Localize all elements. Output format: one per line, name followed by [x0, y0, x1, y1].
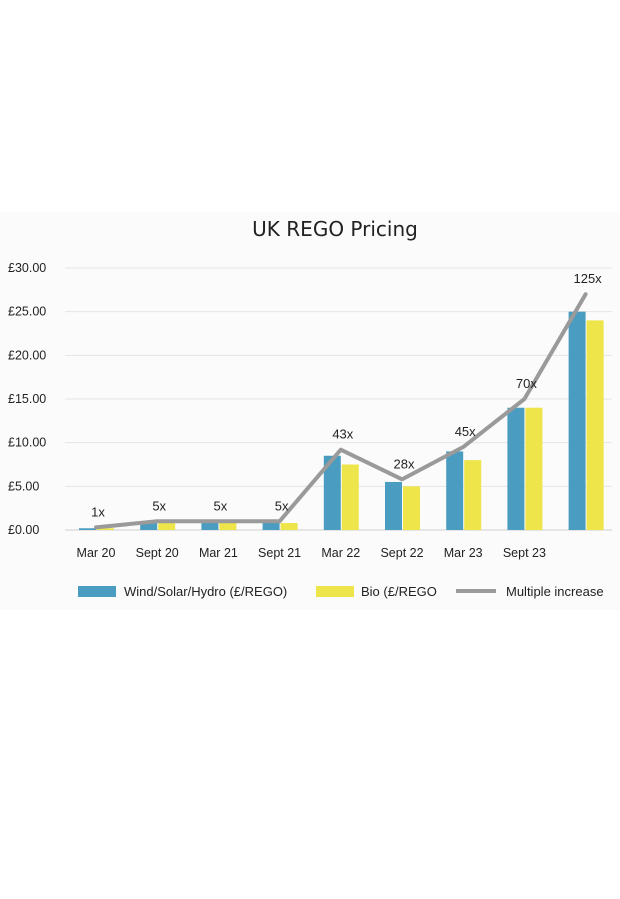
bar-wind-solar-hydro: [507, 407, 525, 530]
x-tick-label: Mar 22: [321, 546, 360, 560]
legend-label-wind-solar-hydro: Wind/Solar/Hydro (£/REGO): [124, 584, 287, 599]
bar-wind-solar-hydro: [262, 521, 280, 530]
multiple-label: 1x: [91, 504, 105, 519]
x-tick-label: Mar 23: [444, 546, 483, 560]
multiple-label: 43x: [332, 427, 353, 442]
bar-wind-solar-hydro: [201, 521, 219, 530]
bar-bio: [586, 320, 604, 530]
chart-title: UK REGO Pricing: [252, 217, 418, 241]
bar-bio: [280, 523, 298, 530]
y-tick-label: £15.00: [8, 392, 46, 406]
multiple-label: 28x: [394, 456, 415, 471]
multiple-label: 125x: [573, 271, 602, 286]
legend: Wind/Solar/Hydro (£/REGO) Bio (£/REGO Mu…: [78, 584, 604, 599]
legend-swatch-multiple-increase: [456, 589, 496, 593]
bar-bio: [341, 464, 359, 530]
x-tick-label: Mar 20: [77, 546, 116, 560]
bar-bio: [403, 486, 420, 530]
multiple-label: 5x: [214, 498, 228, 513]
x-tick-label: Sept 23: [503, 546, 546, 560]
multiple-increase-polyline: [94, 292, 588, 530]
legend-label-multiple-increase: Multiple increase: [506, 584, 604, 599]
multiple-increase-line: [94, 292, 588, 530]
y-tick-label: £30.00: [8, 261, 46, 275]
legend-swatch-wind-solar-hydro: [78, 586, 116, 597]
y-tick-label: £10.00: [8, 436, 46, 450]
bar-wind-solar-hydro: [79, 528, 96, 530]
bar-wind-solar-hydro: [568, 311, 586, 530]
bar-wind-solar-hydro: [140, 521, 158, 530]
x-tick-label: Sept 22: [380, 546, 423, 560]
x-tick-label: Sept 21: [258, 546, 301, 560]
y-tick-label: £5.00: [8, 479, 39, 493]
legend-swatch-bio: [316, 586, 354, 597]
y-tick-label: £25.00: [8, 305, 46, 319]
multiple-label: 5x: [275, 498, 289, 513]
bar-bio: [219, 521, 237, 530]
x-tick-label: Sept 20: [136, 546, 179, 560]
multiple-label: 5x: [152, 498, 166, 513]
x-tick-label: Mar 21: [199, 546, 238, 560]
legend-label-bio: Bio (£/REGO: [361, 584, 437, 599]
multiple-label: 45x: [455, 424, 476, 439]
multiple-label: 70x: [516, 376, 537, 391]
bar-bio: [158, 521, 176, 530]
bar-bio: [525, 407, 543, 530]
y-tick-label: £0.00: [8, 523, 39, 537]
bars: [79, 311, 604, 530]
bar-wind-solar-hydro: [446, 451, 464, 530]
bar-wind-solar-hydro: [385, 481, 402, 530]
multiple-labels: 1x 5x 5x 5x 43x 28x 45x 70x 125x: [91, 271, 602, 519]
x-axis-ticks: Mar 20 Sept 20 Mar 21 Sept 21 Mar 22 Sept 22 M…: [77, 546, 546, 560]
y-tick-label: £20.00: [8, 348, 46, 362]
bar-bio: [464, 460, 482, 530]
y-axis-ticks: £0.00 £5.00 £10.00 £15.00 £20.00 £25.00 £30.00: [8, 261, 46, 537]
bar-bio: [97, 528, 114, 530]
bar-wind-solar-hydro: [323, 455, 341, 530]
